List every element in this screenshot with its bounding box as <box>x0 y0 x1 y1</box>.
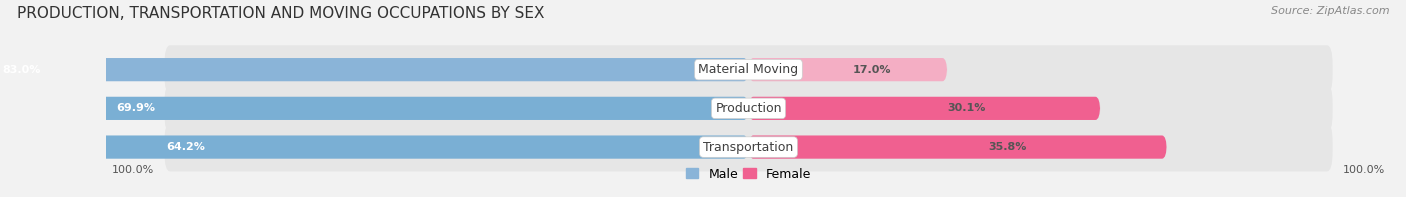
Text: PRODUCTION, TRANSPORTATION AND MOVING OCCUPATIONS BY SEX: PRODUCTION, TRANSPORTATION AND MOVING OC… <box>17 6 544 21</box>
FancyBboxPatch shape <box>0 136 748 159</box>
FancyBboxPatch shape <box>748 97 1099 120</box>
Legend: Male, Female: Male, Female <box>686 168 811 181</box>
FancyBboxPatch shape <box>748 58 948 81</box>
FancyBboxPatch shape <box>165 84 1333 133</box>
FancyBboxPatch shape <box>165 45 1333 94</box>
FancyBboxPatch shape <box>0 97 748 120</box>
Text: Source: ZipAtlas.com: Source: ZipAtlas.com <box>1271 6 1389 16</box>
Text: Material Moving: Material Moving <box>699 63 799 76</box>
FancyBboxPatch shape <box>748 136 1167 159</box>
Text: 83.0%: 83.0% <box>3 65 41 75</box>
FancyBboxPatch shape <box>165 123 1333 171</box>
Text: 100.0%: 100.0% <box>112 165 155 175</box>
Text: Production: Production <box>716 102 782 115</box>
Text: 17.0%: 17.0% <box>852 65 891 75</box>
Text: 30.1%: 30.1% <box>948 103 986 113</box>
Text: 64.2%: 64.2% <box>166 142 205 152</box>
Text: 35.8%: 35.8% <box>988 142 1026 152</box>
Text: 69.9%: 69.9% <box>117 103 156 113</box>
Text: Transportation: Transportation <box>703 141 793 154</box>
FancyBboxPatch shape <box>0 58 748 81</box>
Text: 100.0%: 100.0% <box>1343 165 1385 175</box>
